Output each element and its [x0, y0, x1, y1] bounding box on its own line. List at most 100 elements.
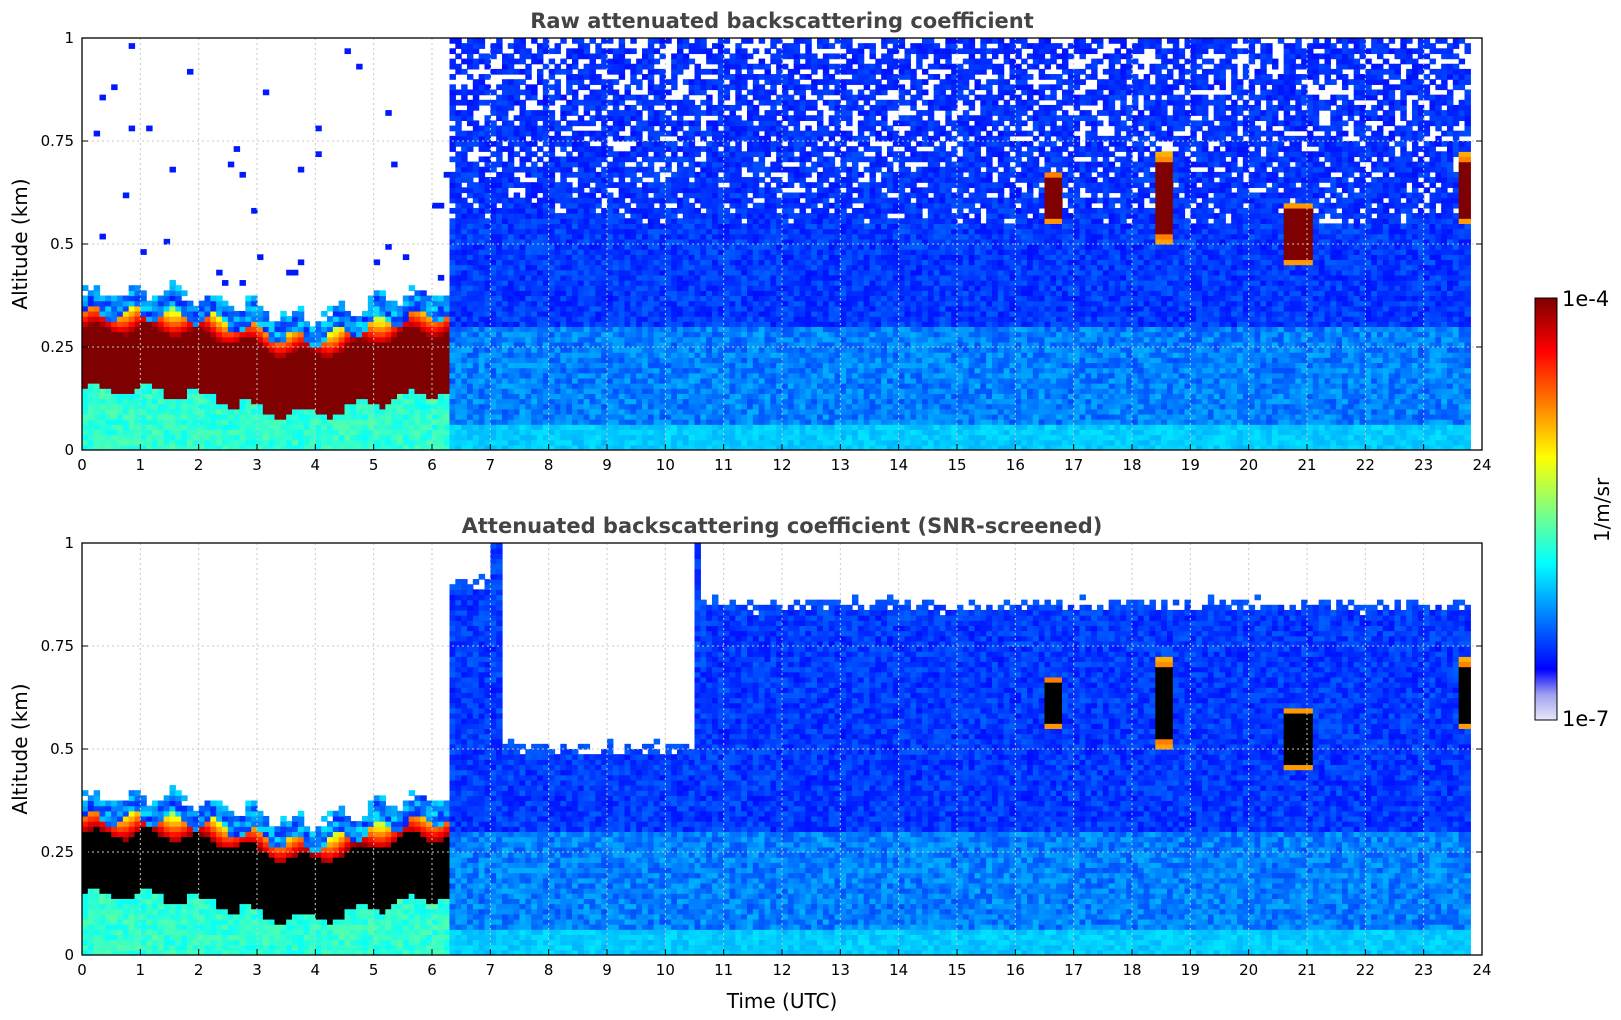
heatmap-cell — [227, 383, 235, 389]
heatmap-cell — [251, 357, 258, 364]
heatmap-cell — [566, 156, 573, 163]
heatmap-cell — [455, 362, 462, 369]
heatmap-cell — [572, 280, 579, 286]
heatmap-cell — [152, 310, 159, 317]
heatmap-cell — [356, 429, 363, 436]
heatmap-cell — [297, 419, 305, 425]
heatmap-cell — [630, 413, 637, 420]
heatmap-cell — [490, 197, 497, 204]
heatmap-cell — [467, 233, 474, 240]
heatmap-cell — [496, 274, 503, 281]
heatmap-cell — [665, 295, 672, 302]
heatmap-cell — [187, 393, 194, 400]
heatmap-cell — [502, 89, 509, 96]
heatmap-cell — [93, 352, 101, 358]
heatmap-cell — [496, 300, 503, 307]
heatmap-cell — [542, 38, 550, 44]
heatmap-cell — [426, 321, 433, 327]
heatmap-cell — [589, 377, 596, 384]
heatmap-cell — [327, 383, 334, 389]
heatmap-cell — [531, 115, 538, 121]
heatmap-cell — [315, 393, 322, 400]
heatmap-cell — [642, 393, 649, 400]
heatmap-cell — [531, 202, 538, 209]
heatmap-cell — [542, 352, 550, 358]
heatmap-cell — [122, 347, 130, 353]
heatmap-cell — [93, 367, 101, 374]
heatmap-cell — [187, 300, 194, 307]
heatmap-cell — [502, 419, 509, 425]
heatmap-cell — [175, 444, 182, 450]
heatmap-cell — [653, 372, 661, 379]
heatmap-cell — [554, 254, 561, 261]
heatmap-cell — [82, 403, 89, 410]
heatmap-cell — [665, 413, 672, 420]
heatmap-cell — [455, 38, 462, 44]
heatmap-cell — [671, 177, 678, 183]
heatmap-cell — [682, 79, 690, 85]
heatmap-cell — [636, 388, 643, 394]
heatmap-cell — [671, 285, 678, 291]
heatmap-cell — [642, 166, 649, 173]
heatmap-cell — [665, 244, 672, 250]
heatmap-cell — [286, 383, 293, 389]
heatmap-cell — [694, 434, 701, 441]
heatmap-cell — [525, 89, 532, 96]
heatmap-cell — [321, 413, 328, 420]
heatmap-cell — [572, 94, 579, 101]
heatmap-cell — [671, 305, 678, 312]
heatmap-cell — [671, 156, 678, 163]
heatmap-cell — [443, 310, 451, 317]
heatmap-cell — [350, 341, 357, 348]
heatmap-cell — [286, 413, 293, 420]
heatmap-cell — [642, 104, 649, 111]
heatmap-cell — [688, 434, 696, 441]
heatmap-cell — [297, 393, 305, 400]
heatmap-cell — [630, 48, 637, 55]
heatmap-cell — [443, 398, 451, 405]
heatmap-cell — [624, 403, 631, 410]
heatmap-cell — [519, 310, 526, 317]
heatmap-cell — [140, 300, 147, 307]
heatmap-cell — [251, 310, 258, 317]
heatmap-cell — [572, 388, 579, 394]
heatmap-cell — [82, 357, 89, 364]
heatmap-cell — [484, 444, 491, 450]
heatmap-cell — [642, 295, 649, 302]
heatmap-cell — [630, 197, 637, 204]
heatmap-cell — [356, 326, 363, 333]
heatmap-cell — [647, 249, 655, 255]
heatmap-cell — [455, 233, 462, 240]
heatmap-cell — [472, 372, 480, 379]
heatmap-cell — [700, 43, 707, 49]
heatmap-cell — [601, 213, 608, 219]
heatmap-cell — [700, 38, 707, 44]
heatmap-cell — [542, 43, 550, 49]
heatmap-cell — [601, 310, 608, 317]
heatmap-cell — [490, 383, 497, 389]
heatmap-cell — [537, 238, 544, 245]
heatmap-cell — [572, 213, 579, 219]
heatmap-cell — [548, 269, 556, 276]
heatmap-cell — [548, 336, 556, 343]
heatmap-cell — [624, 254, 631, 261]
heatmap-cell — [286, 419, 293, 425]
heatmap-cell — [630, 38, 637, 44]
heatmap-cell — [607, 249, 614, 255]
heatmap-cell — [682, 347, 690, 353]
heatmap-cell — [589, 244, 596, 250]
heatmap-cell — [688, 372, 696, 379]
heatmap-cell — [513, 419, 521, 425]
heatmap-cell — [204, 377, 211, 384]
heatmap-cell — [525, 223, 532, 230]
heatmap-cell — [227, 362, 235, 369]
heatmap-cell — [502, 274, 509, 281]
heatmap-cell — [391, 408, 398, 415]
heatmap-cell — [507, 336, 515, 343]
heatmap-cell — [257, 398, 264, 405]
heatmap-cell — [665, 439, 672, 446]
heatmap-cell — [688, 249, 696, 255]
heatmap-cell — [642, 388, 649, 394]
heatmap-cell — [105, 388, 112, 394]
heatmap-cell — [624, 357, 631, 364]
